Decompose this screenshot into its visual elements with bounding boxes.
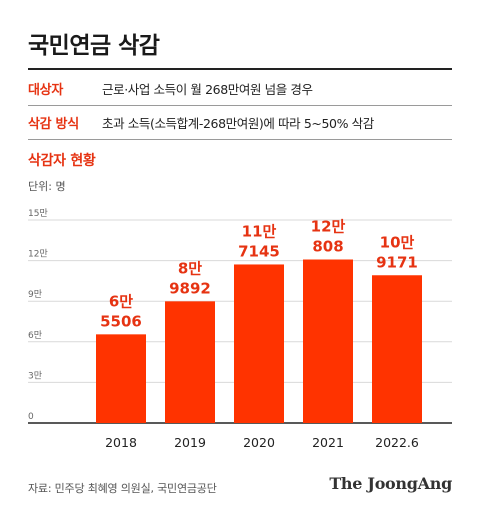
bar-value-label: 5506 — [100, 312, 142, 330]
x-tick-label: 2018 — [105, 435, 137, 450]
bar-value-label: 12만 — [311, 218, 346, 236]
top-divider — [28, 68, 452, 70]
x-tick-label: 2020 — [243, 435, 275, 450]
info-row-method: 삭감 방식 초과 소득(소득합계-268만여원)에 따라 5~50% 삭감 — [28, 106, 452, 140]
y-tick-label: 9만 — [28, 289, 42, 300]
x-tick-label: 2022.6 — [375, 435, 419, 450]
brand-logo: The JoongAng — [329, 474, 452, 493]
bar — [96, 334, 146, 423]
info-label-method: 삭감 방식 — [28, 117, 79, 132]
unit-note: 단위: 명 — [28, 180, 66, 193]
source-note: 자료: 민주당 최혜영 의원실, 국민연금공단 — [28, 482, 217, 495]
bar — [372, 275, 422, 423]
bar-value-label: 9892 — [169, 279, 211, 297]
bar — [303, 259, 353, 423]
bar-value-label: 10만 — [380, 233, 415, 251]
x-tick-label: 2021 — [312, 435, 344, 450]
bar-value-label: 11만 — [242, 222, 277, 240]
y-tick-label: 6만 — [28, 330, 42, 341]
info-value-method: 초과 소득(소득합계-268만여원)에 따라 5~50% 삭감 — [102, 116, 374, 131]
section-title: 삭감자 현황 — [28, 153, 96, 169]
y-tick-label: 15만 — [28, 208, 48, 219]
bar-value-label: 9171 — [376, 253, 418, 271]
bar — [234, 264, 284, 423]
bar-value-label: 7145 — [238, 242, 280, 260]
y-tick-label: 12만 — [28, 249, 48, 260]
bar-value-label: 808 — [312, 238, 343, 256]
bar-value-label: 6만 — [109, 292, 133, 310]
info-label-target: 대상자 — [28, 83, 63, 98]
y-tick-label: 3만 — [28, 370, 42, 381]
chart-title: 국민연금 삭감 — [28, 33, 160, 59]
bar-value-label: 8만 — [178, 259, 202, 277]
y-tick-label: 0 — [28, 412, 34, 422]
info-row-target: 대상자 근로·사업 소득이 월 268만여원 넘을 경우 — [28, 72, 452, 106]
x-tick-label: 2019 — [174, 435, 206, 450]
info-value-target: 근로·사업 소득이 월 268만여원 넘을 경우 — [102, 82, 313, 97]
bar — [165, 301, 215, 423]
